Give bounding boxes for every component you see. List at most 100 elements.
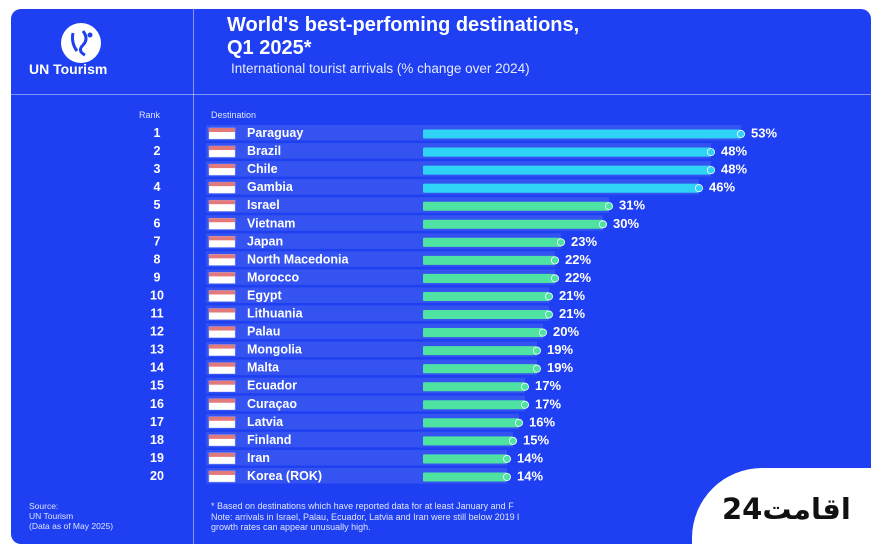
flag-stripe (209, 398, 235, 403)
bar (423, 129, 741, 139)
destination-label: Brazil (247, 144, 281, 158)
destination-label: Gambia (247, 180, 294, 194)
source-note: Source: UN Tourism (Data as of May 2025) (29, 501, 113, 531)
bar (423, 310, 549, 320)
value-label: 20% (553, 324, 579, 339)
bar-end-dot (599, 220, 608, 229)
rank-column-header: Rank (139, 110, 161, 120)
watermark-badge: اقامت24 (692, 468, 882, 551)
value-label: 21% (559, 288, 585, 303)
flag-stripe (209, 164, 235, 169)
value-label: 22% (565, 270, 591, 285)
bar-end-dot (502, 454, 511, 463)
flag-stripe (209, 452, 235, 457)
bar-end-dot (707, 148, 716, 157)
flag-stripe (209, 272, 235, 277)
flag-stripe (209, 218, 235, 223)
rank-label: 20 (150, 469, 164, 483)
flag-stripe (209, 146, 235, 151)
bar (423, 183, 699, 193)
bar-end-dot (551, 256, 560, 265)
destination-label: Mongolia (247, 343, 303, 357)
bar-end-dot (520, 400, 529, 409)
value-label: 17% (535, 396, 561, 411)
flag-stripe (209, 434, 235, 439)
destination-label: Israel (247, 198, 280, 212)
flag-stripe (209, 416, 235, 421)
rank-label: 19 (150, 451, 164, 465)
rank-label: 14 (150, 361, 164, 375)
value-label: 30% (613, 216, 639, 231)
rank-label: 12 (150, 325, 164, 339)
rank-label: 13 (150, 343, 164, 357)
rank-label: 2 (154, 144, 161, 158)
bar (423, 436, 513, 446)
watermark-logo: اقامت24 (722, 492, 852, 526)
chart-subtitle: International tourist arrivals (% change… (231, 61, 530, 76)
un-tourism-logo-icon (61, 23, 101, 63)
value-label: 23% (571, 234, 597, 249)
bar (423, 418, 519, 428)
flag-stripe (209, 200, 235, 205)
bar-end-dot (533, 364, 542, 373)
footnotes: * Based on destinations which have repor… (211, 501, 711, 533)
destination-label: Finland (247, 433, 291, 447)
destination-label: Ecuador (247, 379, 297, 393)
bar-end-dot (545, 310, 554, 319)
rank-label: 4 (154, 180, 161, 194)
bar-end-dot (508, 436, 517, 445)
rank-label: 15 (150, 379, 164, 393)
rank-label: 17 (150, 415, 164, 429)
bar (423, 454, 507, 464)
rank-label: 11 (150, 307, 163, 321)
bar-end-dot (605, 202, 614, 211)
bar (423, 400, 525, 410)
bar (423, 255, 555, 265)
destination-label: Korea (ROK) (247, 469, 322, 483)
flag-stripe (209, 470, 235, 475)
value-label: 19% (547, 360, 573, 375)
destination-label: Paraguay (247, 126, 303, 140)
rank-label: 10 (150, 288, 164, 302)
destination-label: Lithuania (247, 307, 304, 321)
bar (423, 147, 711, 157)
bar-chart: 1 Paraguay 53% 2 Brazil 48% 3 Chile 48% 4 Gambia 46… (150, 125, 777, 484)
bar-end-dot (551, 274, 560, 283)
value-label: 16% (529, 414, 555, 429)
bar-end-dot (502, 472, 511, 481)
bar-end-dot (533, 346, 542, 355)
rank-label: 8 (154, 252, 161, 266)
value-label: 46% (709, 180, 735, 195)
value-label: 21% (559, 306, 585, 321)
flag-stripe (209, 326, 235, 331)
bar (423, 273, 555, 283)
footnote-line: * Based on destinations which have repor… (211, 501, 514, 511)
flag-stripe (209, 344, 235, 349)
bar-end-dot (695, 184, 704, 193)
footnote-line: Note: arrivals in Israel, Palau, Ecuador… (211, 511, 520, 522)
flag-stripe (209, 380, 235, 385)
destination-label: Vietnam (247, 216, 295, 230)
infographic-panel: UN Tourism World's best-perfoming destin… (11, 9, 871, 544)
bar-end-dot (707, 166, 716, 175)
destination-label: Malta (247, 361, 280, 375)
destination-label: Chile (247, 162, 278, 176)
destination-label: Palau (247, 325, 280, 339)
flag-stripe (209, 236, 235, 241)
flag-stripe (209, 182, 235, 187)
value-label: 14% (517, 468, 543, 483)
rank-label: 16 (150, 397, 164, 411)
rank-label: 18 (150, 433, 164, 447)
destination-label: North Macedonia (247, 252, 349, 266)
rank-label: 1 (154, 126, 161, 140)
bar-end-dot (737, 130, 746, 139)
value-label: 48% (721, 144, 747, 159)
chart-title: World's best-perfoming destinations, Q1 … (227, 14, 580, 59)
flag-stripe (209, 362, 235, 367)
value-label: 31% (619, 198, 645, 213)
rank-label: 9 (154, 270, 161, 284)
bar (423, 165, 711, 175)
value-label: 22% (565, 252, 591, 267)
bar-end-dot (520, 382, 529, 391)
destination-column-header: Destination (211, 110, 257, 120)
